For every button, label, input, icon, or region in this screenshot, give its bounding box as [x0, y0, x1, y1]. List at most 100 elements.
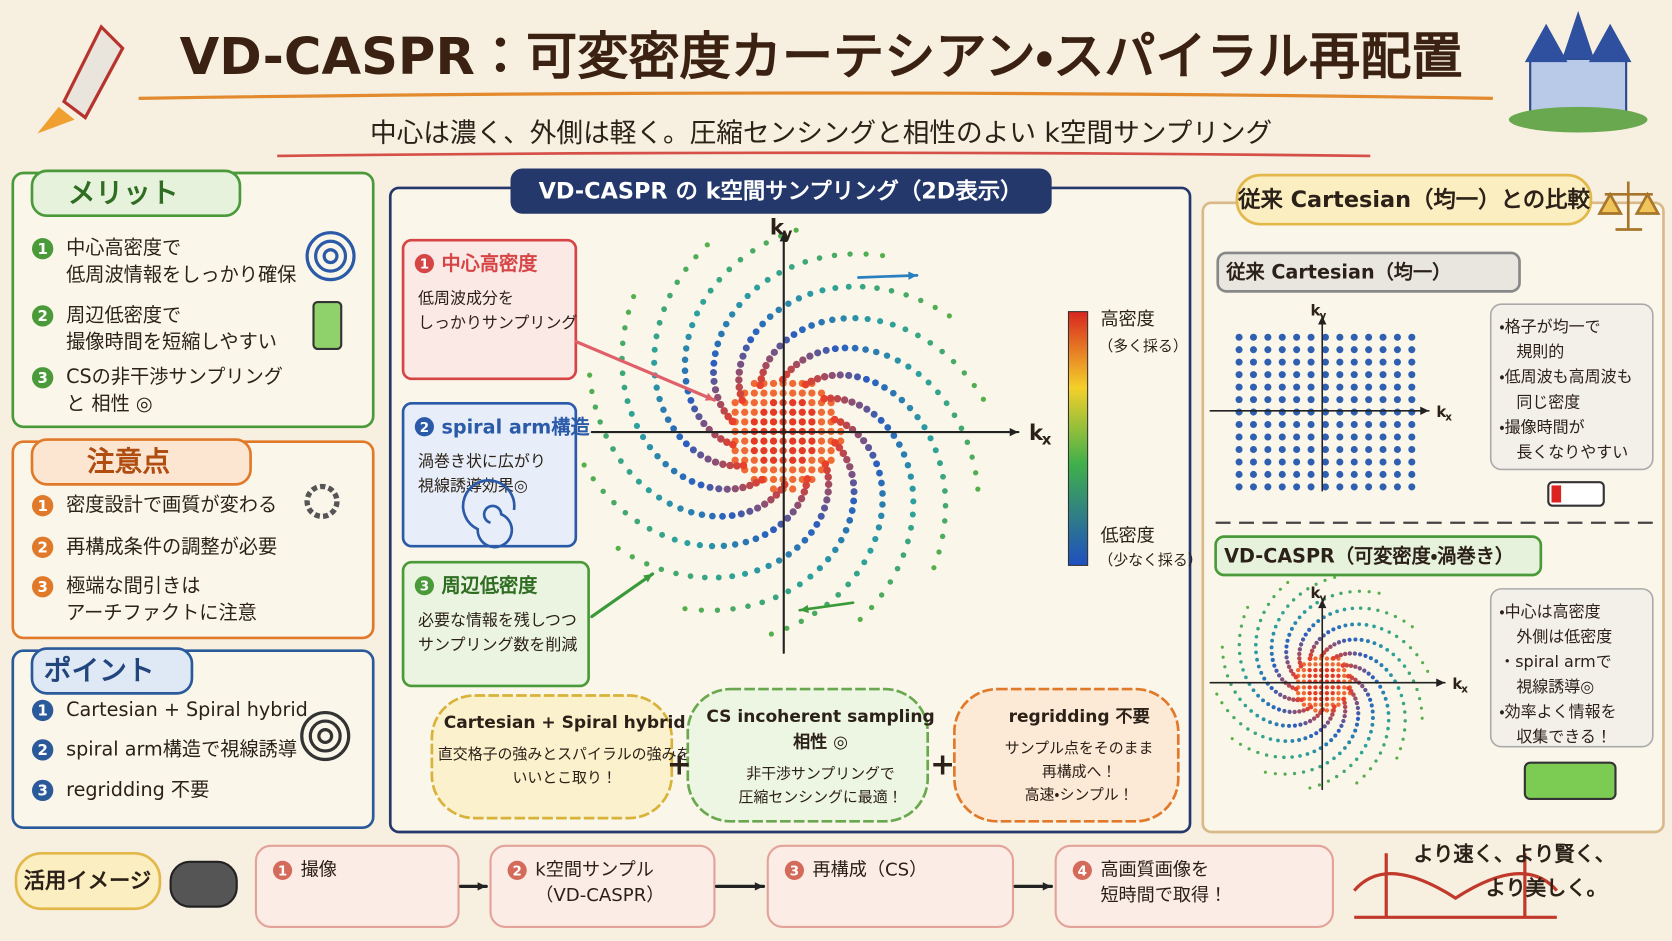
grid-sample-dot [1321, 458, 1329, 466]
mini-kspace-arm-dot [1347, 740, 1352, 745]
battery-low-level [1551, 485, 1562, 503]
axis-label: k [1029, 421, 1044, 446]
kspace-arm-dot [820, 373, 829, 381]
kspace-arm-dot [731, 541, 739, 548]
mini-kspace-arm-dot [1290, 685, 1295, 690]
comparison-title-banner [1235, 173, 1593, 226]
grid-sample-dot [1408, 470, 1416, 478]
mini-kspace-arm-dot [1357, 666, 1362, 671]
kspace-core-dot [808, 466, 816, 474]
mini-kspace-arm-dot [1330, 712, 1335, 717]
plus-sign: + [930, 747, 955, 782]
mini-kspace-arm-dot [1303, 632, 1308, 637]
ky-axis-head [779, 232, 788, 242]
workflow-label-bubble [14, 851, 162, 911]
mini-kspace-core-dot [1324, 662, 1330, 667]
kspace-core-dot [769, 389, 778, 397]
kspace-core-dot [750, 437, 758, 445]
mini-kspace-arm-dot [1342, 700, 1347, 706]
kspace-arm-dot [914, 413, 921, 421]
note-text: 同じ密度 [1516, 392, 1580, 411]
vdcaspr-title-tag [1214, 535, 1543, 577]
number-badge [507, 860, 527, 880]
kspace-arm-dot [813, 374, 822, 383]
arrow [574, 339, 717, 402]
mini-kspace-arm-dot [1363, 687, 1368, 693]
mini-kspace-core-dot [1336, 685, 1341, 690]
mini-kspace-core-dot [1313, 708, 1318, 713]
kspace-arm-dot [794, 544, 801, 551]
kspace-arm-dot [868, 604, 875, 611]
eye-icon [317, 728, 334, 745]
item-text: regridding 不要 [66, 778, 209, 801]
mini-kspace-arm-dot [1269, 651, 1274, 656]
kspace-arm-dot [710, 377, 718, 385]
mini-kspace-arm-dot [1402, 639, 1406, 644]
kspace-arm-dot [888, 287, 895, 294]
mini-kspace-arm-dot [1305, 706, 1310, 712]
grid-sample-dot [1307, 445, 1315, 454]
scale-icon [1597, 181, 1661, 231]
kspace-core-dot [769, 379, 778, 388]
mini-kspace-arm-dot [1285, 660, 1290, 665]
grid-sample-dot [1249, 383, 1257, 391]
item-text: Cartesian + Spiral hybrid [66, 698, 308, 721]
kspace-core-dot [817, 437, 826, 445]
kspace-arm-dot [842, 526, 850, 534]
arrow [590, 572, 655, 619]
arrow-head [643, 573, 653, 583]
kspace-arm-dot [617, 458, 624, 464]
mini-kspace-core-dot [1313, 673, 1318, 679]
kspace-arm-dot [634, 518, 641, 525]
kspace-arm-dot [881, 384, 888, 391]
grid-sample-dot [1365, 483, 1373, 491]
kspace-arm-dot [785, 300, 792, 307]
mini-kspace-arm-dot [1374, 759, 1378, 763]
mini-kspace-arm-dot [1329, 738, 1334, 743]
number-badge [784, 860, 805, 880]
kspace-arm-dot [861, 559, 868, 566]
mini-kspace-arm-dot [1354, 700, 1360, 706]
mini-kspace-arm-dot [1328, 612, 1333, 616]
kspace-arm-dot [789, 508, 797, 516]
kspace-arm-dot [759, 320, 766, 328]
kspace-arm-dot [756, 381, 765, 390]
kspace-arm-dot [622, 509, 629, 516]
mini-kspace-arm-dot [1317, 636, 1322, 642]
kspace-arm-dot [870, 410, 878, 418]
kspace-arm-dot [660, 406, 667, 414]
mini-kspace-arm-dot [1242, 615, 1246, 619]
mini-kspace-arm-dot [1284, 649, 1289, 655]
mini-kspace-arm-dot [1325, 720, 1331, 725]
mini-kspace-arm-dot [1332, 642, 1337, 647]
mini-kspace-arm-dot [1273, 689, 1278, 694]
kspace-arm-dot [697, 481, 705, 489]
kspace-arm-dot [589, 388, 595, 395]
mini-kspace-arm-dot [1353, 664, 1358, 669]
panel-title: ポイント [44, 654, 155, 687]
mini-kspace-arm-dot [1256, 750, 1260, 755]
item-text: 周辺低密度で [66, 303, 181, 326]
kspace-arm-dot [772, 491, 781, 499]
mini-kspace-arm-dot [1358, 606, 1363, 610]
grid-sample-dot [1278, 470, 1286, 478]
grid-sample-dot [1278, 333, 1286, 341]
mini-kspace-arm-dot [1280, 723, 1285, 728]
bubble-text: 高速・シンプル！ [1025, 786, 1134, 804]
mini-kspace-arm-dot [1288, 668, 1294, 674]
mini-kspace-arm-dot [1291, 598, 1296, 602]
mini-kspace-arm-dot [1292, 771, 1297, 776]
mini-kspace-arm-dot [1372, 641, 1377, 646]
step-text: 短時間で取得！ [1100, 885, 1227, 906]
grid-sample-dot [1278, 483, 1286, 491]
mini-kspace-arm-dot [1397, 658, 1401, 662]
kspace-arm-dot [793, 227, 799, 233]
number-badge [414, 417, 434, 437]
kspace-arm-dot [927, 435, 934, 442]
mini-kspace-arm-dot [1286, 683, 1292, 688]
mini-kspace-arm-dot [1378, 644, 1383, 648]
callout-title: spiral arm構造 [441, 415, 590, 438]
kspace-arm-dot [644, 561, 650, 567]
kspace-arm-dot [934, 389, 941, 396]
kspace-core-dot [769, 418, 778, 426]
